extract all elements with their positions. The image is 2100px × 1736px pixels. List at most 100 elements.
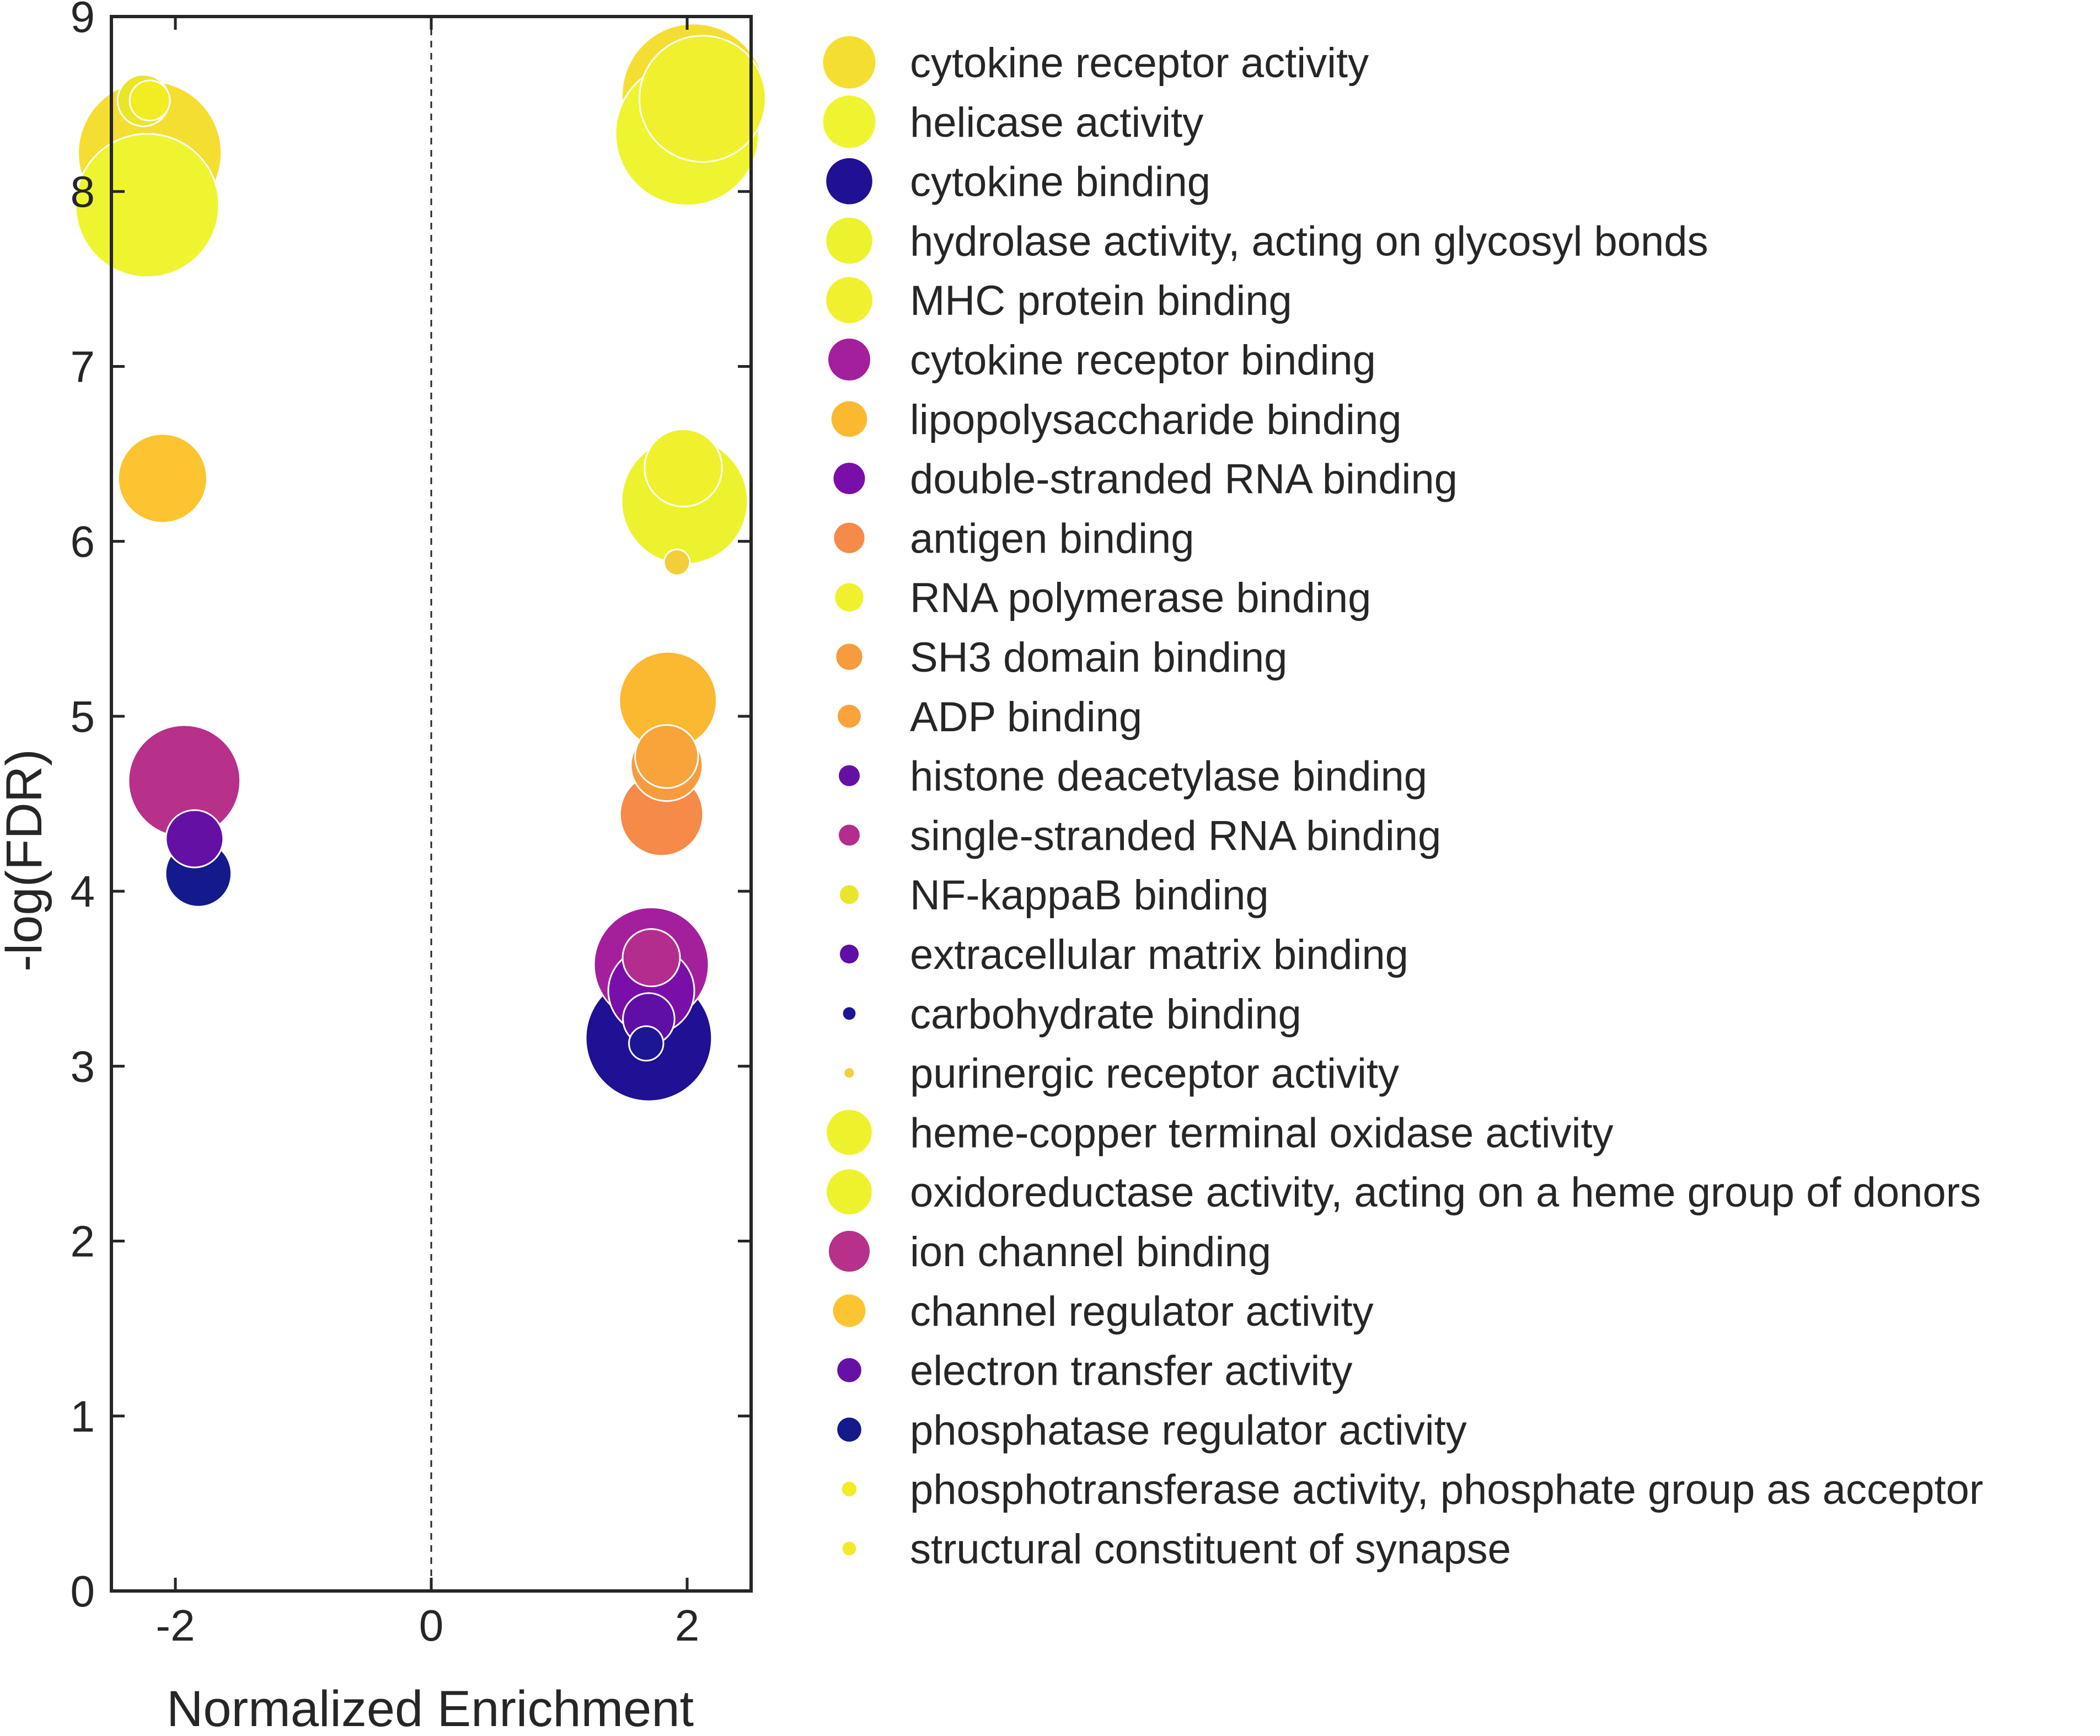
y-tick-label: 0 (71, 1567, 95, 1616)
legend-item-cytokine-receptor-binding: cytokine receptor binding (828, 337, 1376, 384)
y-tick-label: 9 (71, 0, 95, 41)
y-tick-label: 8 (71, 167, 95, 216)
legend-item-cytokine-binding: cytokine binding (826, 158, 1210, 206)
legend-marker (839, 824, 860, 846)
legend-label: phosphatase regulator activity (910, 1407, 1467, 1454)
bubble-helicase-activity (74, 133, 220, 278)
legend-marker (839, 765, 860, 786)
legend-item-mhc-protein-binding: MHC protein binding (826, 277, 1292, 324)
bubble-channel-regulator-activity (117, 433, 208, 524)
legend-marker (838, 704, 861, 728)
x-tick-label: -2 (156, 1601, 195, 1650)
legend-marker (826, 158, 872, 205)
legend-item-structural-constituent-of-synapse: structural constituent of synapse (842, 1526, 1511, 1573)
legend-label: MHC protein binding (910, 277, 1292, 324)
legend-marker (827, 1169, 872, 1215)
legend-marker (826, 217, 872, 264)
legend-marker (844, 1068, 854, 1078)
legend-marker (836, 644, 863, 670)
legend-label: oxidoreductase activity, acting on a hem… (910, 1169, 1981, 1216)
legend-label: double-stranded RNA binding (910, 456, 1458, 503)
x-axis-label: Normalized Enrichment (167, 1681, 694, 1733)
y-tick-label: 2 (71, 1217, 95, 1266)
legend-label: electron transfer activity (910, 1348, 1353, 1395)
legend-marker (823, 95, 876, 148)
legend-item-cytokine-receptor-activity: cytokine receptor activity (823, 36, 1369, 89)
legend: cytokine receptor activity helicase activ… (823, 36, 1983, 1573)
axes: 0 1 2 3 4 5 6 7 8 9 -2 0 2 (71, 0, 753, 1650)
legend-label: NF-kappaB binding (910, 872, 1269, 919)
legend-marker (843, 1007, 856, 1020)
legend-item-channel-regulator-activity: channel regulator activity (833, 1288, 1374, 1335)
legend-label: carbohydrate binding (910, 991, 1301, 1038)
bubble-adp-binding (634, 724, 699, 789)
legend-item-helicase-activity: helicase activity (823, 95, 1203, 148)
legend-item-single-stranded-rna-binding: single-stranded RNA binding (839, 812, 1441, 859)
legend-item-extracellular-matrix-binding: extracellular matrix binding (839, 931, 1408, 978)
x-tick-label: 0 (419, 1601, 444, 1650)
bubble-phosphotransferase-activity-phosphate-group-as-acceptor (128, 79, 171, 122)
legend-marker (828, 339, 870, 381)
y-axis-label: -log(FDR) (0, 749, 52, 972)
legend-marker (831, 401, 867, 437)
legend-label: lipopolysaccharide binding (910, 397, 1401, 443)
legend-label: antigen binding (910, 515, 1194, 562)
legend-label: hydrolase activity, acting on glycosyl b… (910, 218, 1708, 265)
legend-marker (823, 36, 876, 89)
legend-item-lipopolysaccharide-binding: lipopolysaccharide binding (831, 397, 1401, 443)
bubble-carbohydrate-binding (628, 1025, 665, 1062)
legend-item-sh3-domain-binding: SH3 domain binding (836, 634, 1287, 681)
legend-item-antigen-binding: antigen binding (834, 515, 1194, 562)
legend-marker (837, 1358, 861, 1383)
legend-item-ion-channel-binding: ion channel binding (828, 1229, 1271, 1276)
legend-marker (835, 583, 864, 612)
legend-label: RNA polymerase binding (910, 575, 1371, 621)
legend-label: single-stranded RNA binding (910, 812, 1441, 859)
legend-label: ADP binding (910, 694, 1142, 741)
legend-item-carbohydrate-binding: carbohydrate binding (843, 991, 1301, 1038)
plot-area (74, 17, 767, 1591)
legend-marker (827, 1110, 872, 1155)
x-tick-label: 2 (675, 1601, 700, 1650)
legend-label: structural constituent of synapse (910, 1526, 1511, 1573)
legend-item-nf-kappab-binding: NF-kappaB binding (839, 872, 1269, 919)
legend-item-phosphatase-regulator-activity: phosphatase regulator activity (837, 1407, 1467, 1454)
y-tick-label: 4 (71, 867, 95, 916)
legend-marker (842, 1481, 857, 1497)
legend-item-purinergic-receptor-activity: purinergic receptor activity (844, 1051, 1399, 1097)
legend-item-phosphotransferase-activity-phosphate-group-as-acceptor: phosphotransferase activity, phosphate g… (842, 1466, 1983, 1513)
legend-item-adp-binding: ADP binding (838, 694, 1142, 741)
legend-item-histone-deacetylase-binding: histone deacetylase binding (839, 753, 1427, 800)
legend-marker (833, 463, 865, 495)
legend-marker (833, 1294, 866, 1327)
legend-item-double-stranded-rna-binding: double-stranded RNA binding (833, 456, 1458, 503)
bubble-purinergic-receptor-activity (663, 548, 691, 576)
legend-marker (834, 522, 865, 553)
y-tick-label: 3 (71, 1042, 95, 1091)
bubble-histone-deacetylase-binding (165, 809, 224, 869)
legend-label: ion channel binding (910, 1229, 1271, 1276)
legend-marker (839, 885, 859, 904)
bubble-mhc-protein-binding (638, 35, 767, 163)
legend-label: extracellular matrix binding (910, 931, 1408, 978)
bubble-single-stranded-rna-binding (622, 928, 681, 988)
legend-label: phosphotransferase activity, phosphate g… (910, 1466, 1983, 1513)
legend-label: cytokine receptor binding (910, 337, 1376, 384)
y-tick-label: 1 (71, 1392, 95, 1441)
legend-label: SH3 domain binding (910, 634, 1287, 681)
legend-marker (826, 277, 872, 323)
legend-item-heme-copper-terminal-oxidase-activity: heme-copper terminal oxidase activity (827, 1110, 1614, 1156)
legend-item-oxidoreductase-activity-acting-on-a-heme-group-of-donors: oxidoreductase activity, acting on a hem… (827, 1169, 1981, 1216)
legend-label: channel regulator activity (910, 1288, 1374, 1335)
y-tick-label: 7 (71, 342, 95, 391)
legend-label: purinergic receptor activity (910, 1051, 1399, 1097)
legend-label: cytokine binding (910, 159, 1210, 206)
legend-label: heme-copper terminal oxidase activity (910, 1110, 1614, 1156)
legend-marker (839, 944, 859, 964)
legend-marker (828, 1230, 870, 1272)
bubble-rna-polymerase-binding (644, 428, 723, 508)
legend-item-hydrolase-activity-acting-on-glycosyl-bonds: hydrolase activity, acting on glycosyl b… (826, 217, 1708, 265)
legend-marker (837, 1417, 861, 1442)
